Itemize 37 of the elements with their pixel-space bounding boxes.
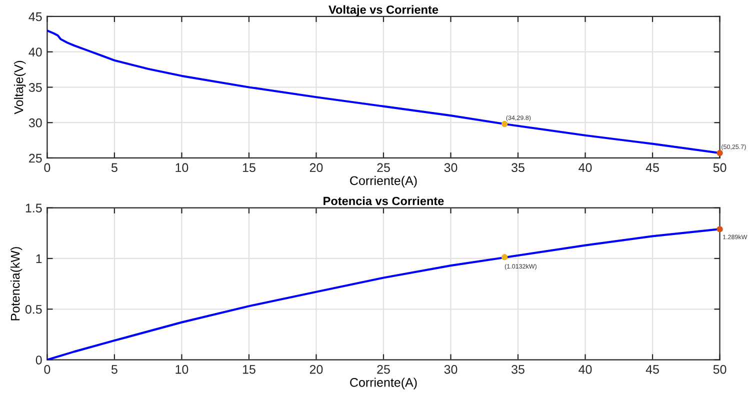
x-tick-label: 0 [44, 163, 50, 172]
y-tick-label: 1 [36, 254, 42, 264]
x-tick-label: 5 [111, 163, 118, 172]
x-tick-label: 0 [44, 364, 50, 374]
x-tick-label: 50 [713, 163, 726, 172]
y-tick-label: 45 [28, 12, 42, 22]
x-tick-label: 40 [578, 163, 592, 172]
y-tick-label: 30 [28, 118, 42, 128]
x-tick-label: 5 [111, 365, 118, 374]
x-tick-label: 35 [512, 163, 524, 172]
x-tick-label: 15 [242, 163, 256, 172]
x-tick-label: 25 [377, 163, 390, 172]
x-tick-label: 10 [176, 364, 188, 374]
x-axis-title: Corriente(A) [350, 378, 417, 390]
x-tick-label: 50 [713, 364, 726, 374]
y-axis-title: Potencia(kW) [10, 247, 22, 320]
x-tick-label: 35 [512, 364, 524, 374]
y-tick-label: 40 [28, 48, 42, 57]
x-tick-label: 20 [310, 163, 323, 172]
x-tick-label: 45 [646, 163, 659, 172]
x-tick-label: 10 [176, 163, 188, 172]
x-tick-label: 25 [377, 364, 390, 374]
x-tick-label: 30 [444, 163, 458, 172]
y-tick-label: 25 [29, 154, 42, 163]
chart-title: Potencia vs Corriente [324, 196, 444, 206]
y-tick-label: 1.5 [26, 204, 42, 212]
x-axis-title: Corriente(A) [350, 176, 417, 188]
x-tick-label: 40 [578, 364, 592, 374]
x-tick-label: 30 [444, 364, 458, 374]
y-tick-label: 0.5 [25, 304, 42, 314]
y-tick-label: 0 [36, 356, 42, 364]
x-tick-label: 45 [646, 365, 659, 374]
y-axis-title: Voltaje(V) [14, 60, 26, 114]
x-tick-label: 20 [310, 364, 323, 374]
y-tick-label: 35 [28, 83, 42, 92]
chart-title: Voltaje vs Corriente [328, 5, 438, 16]
x-tick-label: 15 [242, 365, 256, 374]
